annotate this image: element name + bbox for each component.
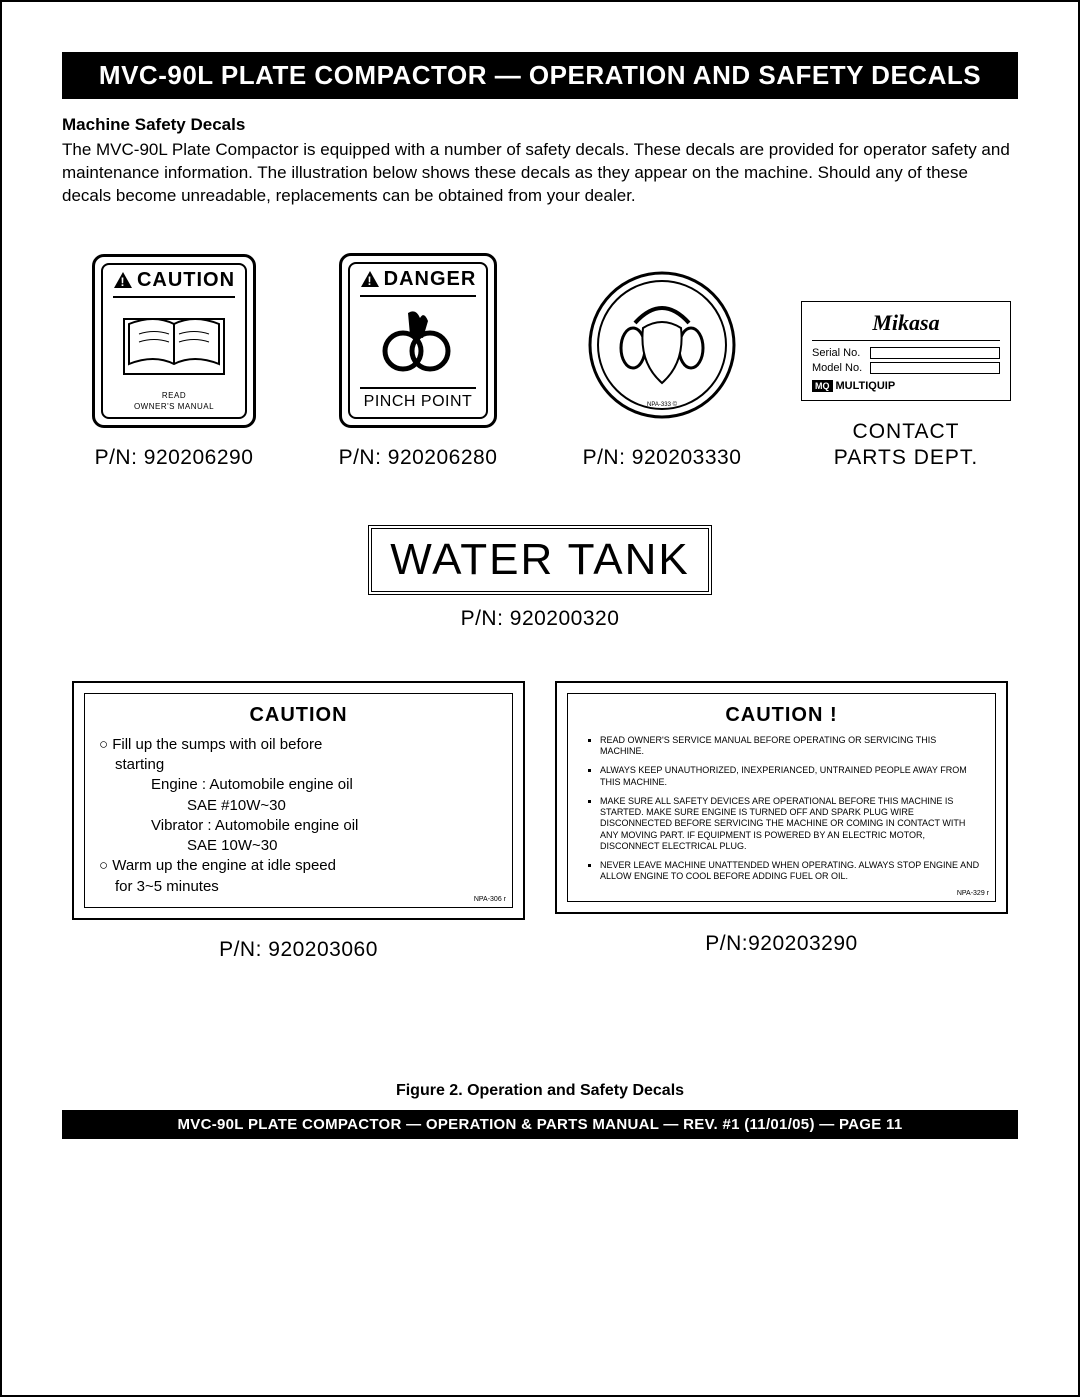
mq-badge-icon: MQ — [812, 380, 833, 392]
caution-left-title: CAUTION — [99, 704, 498, 727]
caution-right-title: CAUTION ! — [582, 704, 981, 727]
section-heading: Machine Safety Decals — [62, 115, 1018, 135]
pinch-point-icon — [368, 303, 468, 378]
model-row: Model No. — [812, 362, 1000, 374]
serial-label: Serial No. — [812, 347, 870, 359]
cl-line1: ○ Fill up the sumps with oil before — [99, 735, 498, 755]
decal-danger-box: ! DANGER PINCH POINT — [339, 253, 498, 428]
cl-line5: Vibrator : Automobile engine oil — [99, 816, 498, 836]
cl-line2: starting — [99, 755, 498, 775]
nameplate-box: Mikasa Serial No. Model No. MQ MULTIQUIP — [801, 301, 1011, 401]
caution-left-inner: CAUTION ○ Fill up the sumps with oil bef… — [84, 693, 513, 908]
cl-line4: SAE #10W~30 — [99, 796, 498, 816]
decal-earmuff-cell: NPA-333 © P/N: 920203330 — [550, 268, 774, 470]
decal-nameplate-cell: Mikasa Serial No. Model No. MQ MULTIQUIP… — [794, 301, 1018, 469]
serial-field — [870, 347, 1000, 359]
multiquip-logo: MQ MULTIQUIP — [812, 380, 1000, 392]
svg-text:!: ! — [367, 274, 372, 288]
figure-caption: Figure 2. Operation and Safety Decals — [62, 1082, 1018, 1100]
npa-right: NPA-329 r — [957, 890, 989, 897]
pn-earmuff: P/N: 920203330 — [550, 446, 774, 470]
svg-text:!: ! — [120, 275, 125, 289]
mikasa-logo: Mikasa — [812, 310, 1000, 341]
serial-row: Serial No. — [812, 347, 1000, 359]
bottom-caution-row: CAUTION ○ Fill up the sumps with oil bef… — [62, 681, 1018, 962]
cr-b3: MAKE SURE ALL SAFETY DEVICES ARE OPERATI… — [600, 796, 981, 852]
multiquip-text: MULTIQUIP — [836, 380, 896, 392]
caution-left-outer: CAUTION ○ Fill up the sumps with oil bef… — [72, 681, 525, 920]
cr-b4: NEVER LEAVE MACHINE UNATTENDED WHEN OPER… — [600, 860, 981, 883]
cl-line6: SAE 10W~30 — [99, 836, 498, 856]
pn-caution: P/N: 920206290 — [62, 446, 286, 470]
cr-b2: ALWAYS KEEP UNAUTHORIZED, INEXPERIANCED,… — [600, 765, 981, 788]
pn-caution-left: P/N: 920203060 — [72, 938, 525, 962]
contact-line2: PARTS DEPT. — [794, 445, 1018, 470]
read-text: READ — [113, 391, 235, 400]
warning-triangle-icon: ! — [113, 271, 133, 289]
pn-caution-right: P/N:920203290 — [555, 932, 1008, 956]
open-book-icon — [114, 304, 234, 384]
caution-right-inner: CAUTION ! READ OWNER'S SERVICE MANUAL BE… — [567, 693, 996, 902]
npa-left: NPA-306 r — [474, 896, 506, 903]
water-tank-decal: WATER TANK — [368, 525, 712, 595]
decal-caution-cell: ! CAUTION READ OWNER'S MANUAL P/N: 92020… — [62, 254, 286, 470]
decal-caution-box: ! CAUTION READ OWNER'S MANUAL — [92, 254, 256, 428]
danger-header-text: DANGER — [384, 268, 477, 291]
hearing-protection-icon: NPA-333 © — [585, 268, 740, 423]
warning-triangle-icon: ! — [360, 270, 380, 288]
decal-danger-header: ! DANGER — [360, 268, 477, 297]
svg-text:NPA-333 ©: NPA-333 © — [647, 401, 678, 408]
page-title-bar: MVC-90L PLATE COMPACTOR — OPERATION AND … — [62, 52, 1018, 99]
caution-right-outer: CAUTION ! READ OWNER'S SERVICE MANUAL BE… — [555, 681, 1008, 914]
model-field — [870, 362, 1000, 374]
pn-water-tank: P/N: 920200320 — [62, 607, 1018, 631]
model-label: Model No. — [812, 362, 870, 374]
intro-paragraph: The MVC-90L Plate Compactor is equipped … — [62, 139, 1018, 208]
decal-row-1: ! CAUTION READ OWNER'S MANUAL P/N: 92020… — [62, 253, 1018, 470]
decal-caution-header: ! CAUTION — [113, 269, 235, 298]
footer-bar: MVC-90L PLATE COMPACTOR — OPERATION & PA… — [62, 1110, 1018, 1139]
pn-danger: P/N: 920206280 — [306, 446, 530, 470]
caution-header-text: CAUTION — [137, 269, 235, 292]
owners-manual-text: OWNER'S MANUAL — [113, 402, 235, 411]
pinch-point-text: PINCH POINT — [360, 387, 477, 411]
water-tank-wrap: WATER TANK P/N: 920200320 — [62, 525, 1018, 631]
cl-line3: Engine : Automobile engine oil — [99, 775, 498, 795]
contact-line1: CONTACT — [794, 419, 1018, 444]
cl-line8: for 3~5 minutes — [99, 877, 498, 897]
cl-line7: ○ Warm up the engine at idle speed — [99, 856, 498, 876]
decal-danger-cell: ! DANGER PINCH POINT P/N: 920206280 — [306, 253, 530, 470]
cr-b1: READ OWNER'S SERVICE MANUAL BEFORE OPERA… — [600, 735, 981, 758]
